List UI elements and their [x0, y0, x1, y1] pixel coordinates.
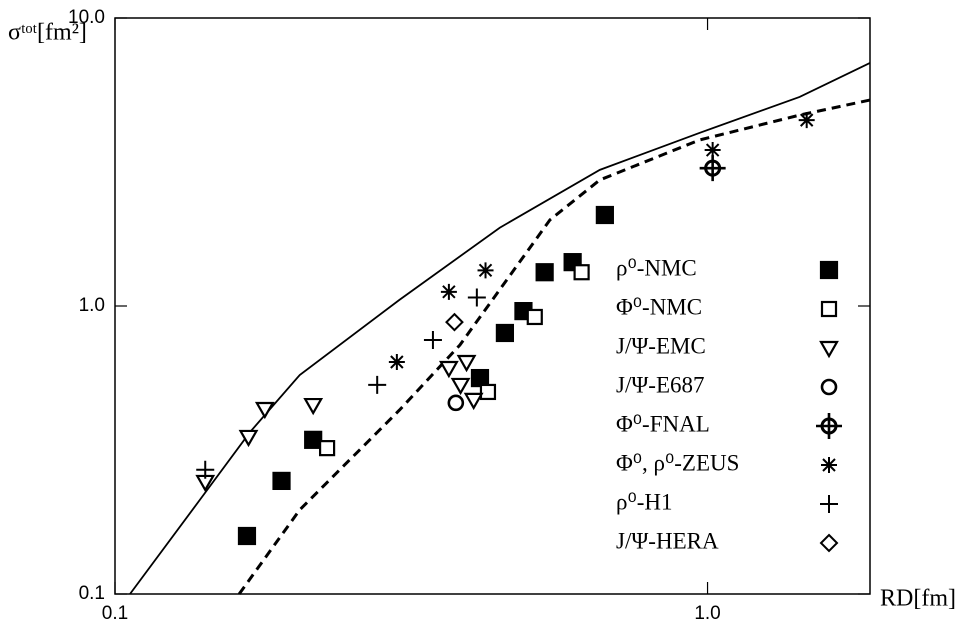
legend-marker: [819, 260, 839, 280]
marker: [445, 312, 464, 332]
marker: [573, 264, 590, 281]
legend-label: ρ⁰-H1: [616, 489, 672, 514]
marker: [535, 263, 554, 282]
legend-label: Φ⁰-NMC: [616, 294, 702, 319]
x-tick-label: 1.0: [694, 603, 720, 624]
marker: [238, 429, 259, 448]
marker: [438, 360, 459, 379]
marker: [798, 112, 815, 129]
legend-label: ρ⁰-NMC: [616, 255, 697, 280]
marker: [440, 283, 457, 300]
marker: [368, 375, 387, 394]
legend-label: Φ⁰-FNAL: [616, 411, 710, 436]
marker: [699, 155, 726, 182]
legend-label: J/Ψ-HERA: [616, 528, 719, 553]
x-axis-label: RD[fm]: [880, 586, 956, 612]
legend-marker: [819, 340, 839, 359]
marker: [254, 401, 275, 420]
legend-marker: [816, 413, 842, 439]
marker: [388, 354, 405, 371]
legend-label: J/Ψ-E687: [616, 372, 705, 397]
marker: [467, 288, 486, 307]
marker: [526, 308, 543, 326]
legend-marker: [819, 533, 839, 553]
marker: [196, 460, 215, 479]
marker: [447, 394, 465, 412]
x-tick-label: 0.1: [102, 603, 128, 624]
marker: [595, 205, 614, 225]
plot-frame: [114, 17, 871, 595]
marker: [477, 262, 494, 279]
marker: [304, 430, 323, 449]
marker: [272, 471, 291, 491]
marker: [470, 368, 490, 388]
legend-marker: [820, 378, 838, 396]
marker: [237, 526, 257, 546]
marker: [423, 330, 442, 349]
marker: [318, 440, 336, 457]
marker: [463, 392, 484, 411]
model-curve: [129, 62, 871, 595]
y-tick-label: 10.0: [68, 7, 105, 28]
legend-marker: [820, 300, 838, 318]
legend-marker: [820, 495, 838, 513]
marker: [450, 377, 471, 396]
model-curve: [237, 98, 871, 595]
marker: [495, 323, 515, 343]
y-tick-label: 1.0: [79, 295, 105, 316]
y-tick-label: 0.1: [79, 583, 105, 604]
marker: [479, 383, 497, 401]
y-axis-label: σᵗᵒᵗ[fm²]: [8, 20, 87, 46]
marker: [303, 397, 324, 416]
marker: [704, 142, 721, 159]
legend-label: Φ⁰, ρ⁰-ZEUS: [616, 450, 739, 475]
marker: [456, 354, 477, 373]
legend-label: J/Ψ-EMC: [616, 333, 706, 358]
legend-marker: [821, 457, 837, 473]
